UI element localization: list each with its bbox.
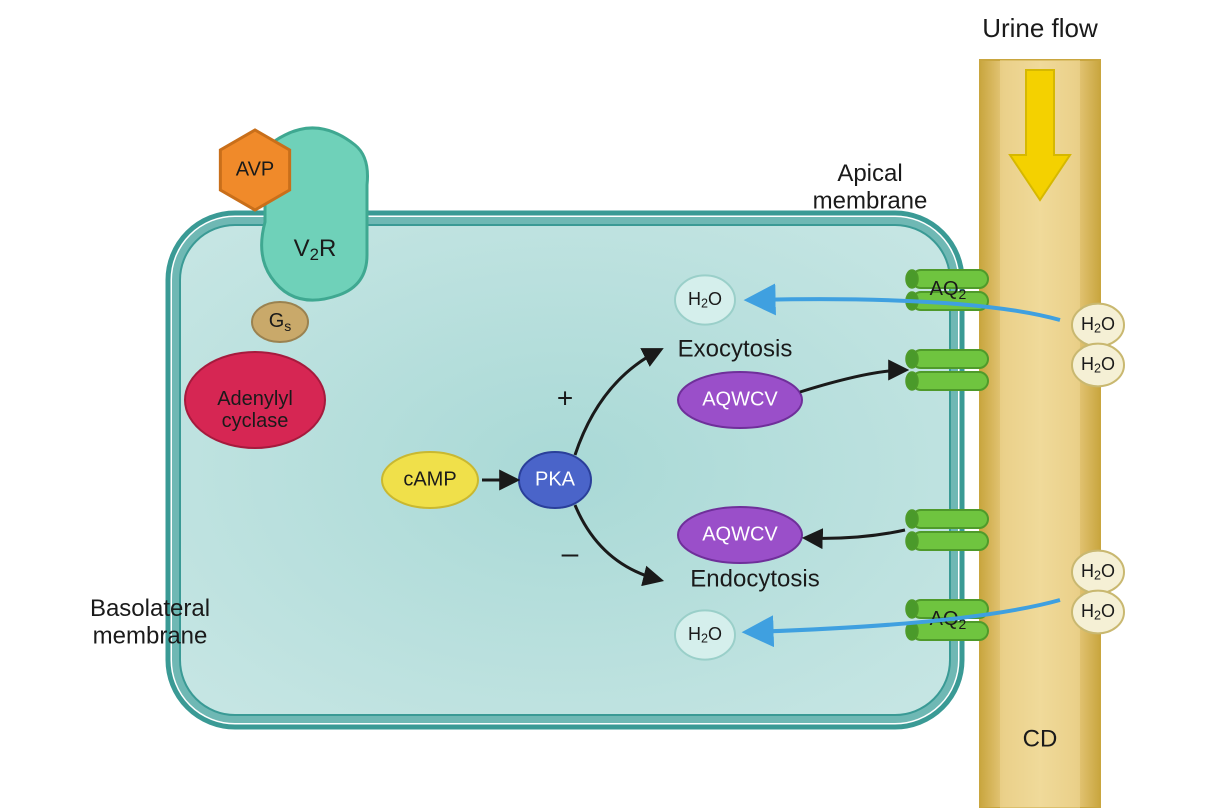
aqwcv-lower-label: AQWCV xyxy=(702,523,778,545)
camp-label: cAMP xyxy=(403,468,456,490)
pka-label: PKA xyxy=(535,468,576,490)
aqwcv-upper-label: AQWCV xyxy=(702,388,778,410)
plus-symbol: + xyxy=(557,382,573,413)
exocytosis-label: Exocytosis xyxy=(678,335,793,362)
cd-label: CD xyxy=(1023,725,1058,752)
minus-symbol: – xyxy=(562,537,579,570)
avp-label: AVP xyxy=(236,158,275,180)
urine-flow-label: Urine flow xyxy=(982,13,1098,43)
apical-membrane-label: Apicalmembrane xyxy=(813,160,928,215)
adenylyl-cyclase-label: Adenylylcyclase xyxy=(217,388,293,432)
basolateral-membrane-label: Basolateralmembrane xyxy=(90,595,210,650)
endocytosis-label: Endocytosis xyxy=(690,565,819,592)
